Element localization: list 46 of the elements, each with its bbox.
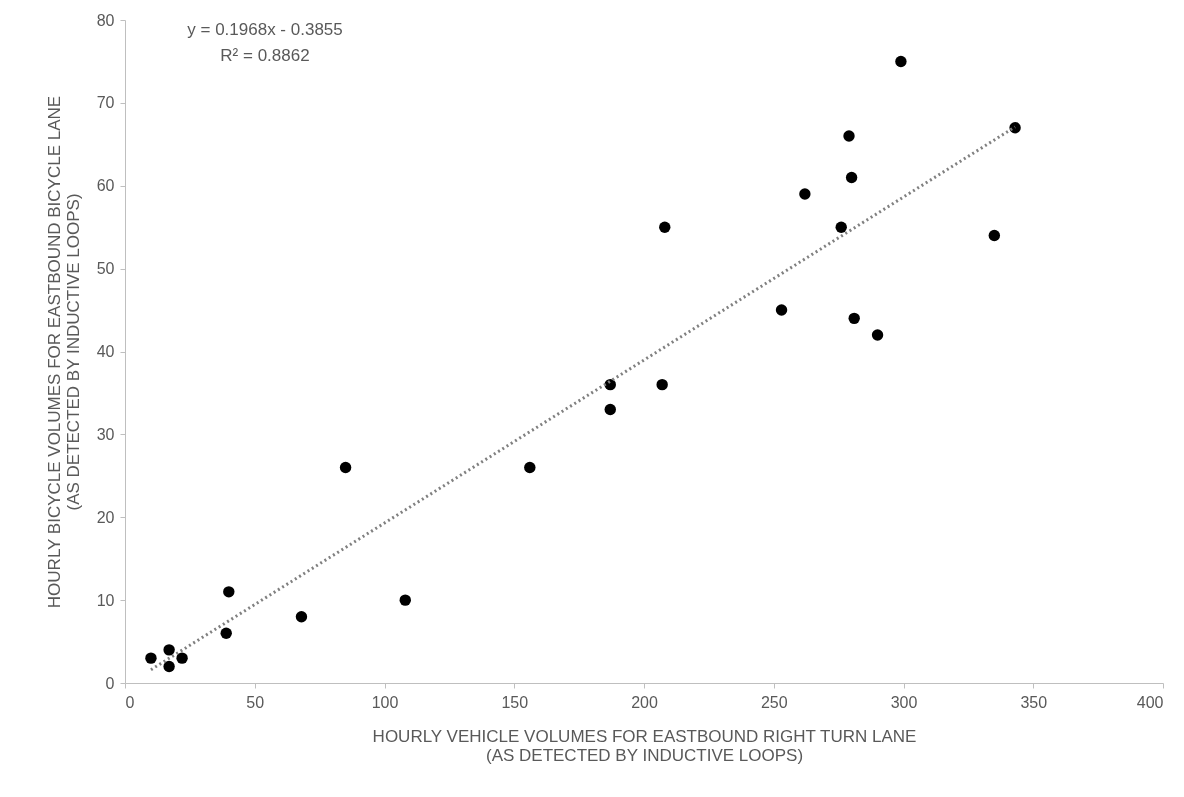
point: [845, 171, 858, 184]
point: [799, 188, 811, 200]
x-tick-label: 250: [760, 693, 788, 711]
y-tick-label: 20: [96, 508, 115, 526]
point: [163, 660, 175, 673]
point: [659, 221, 671, 233]
point: [399, 594, 411, 606]
x-tick-label: 200: [631, 693, 658, 711]
point: [1009, 122, 1021, 134]
point: [604, 378, 616, 391]
point: [223, 586, 235, 598]
point: [163, 644, 175, 656]
y-tick-label: 80: [96, 11, 115, 29]
point: [220, 627, 232, 639]
y-tick-label: 50: [96, 260, 115, 278]
y-axis-title: HOURLY BICYCLE VOLUMES FOR EASTBOUND BICYCLE LANE (AS DETECTED BY INDUCTIVE LOOPS): [44, 95, 83, 609]
x-axis-title: HOURLY VEHICLE VOLUMES FOR EASTBOUND RIGHT TURN LANE (AS DETECTED BY INDUCTIVE LOOPS): [372, 726, 917, 765]
point: [871, 329, 884, 341]
y-tick-label: 70: [96, 94, 115, 112]
point: [848, 312, 860, 325]
point: [656, 378, 668, 391]
annotation: y = 0.1968x - 0.3855: [187, 20, 343, 39]
x-tick-label: 400: [1136, 693, 1164, 711]
point: [295, 611, 308, 623]
y-tick-label: 30: [96, 425, 115, 443]
point: [895, 55, 907, 68]
point: [843, 130, 855, 142]
y-tick-label: 0: [105, 674, 115, 692]
x-tick-label: 0: [125, 693, 135, 711]
point: [176, 652, 188, 664]
x-tick-label: 50: [246, 693, 265, 711]
point: [775, 304, 788, 316]
point: [604, 403, 616, 416]
x-tick-label: 150: [501, 693, 529, 711]
point: [988, 229, 1001, 242]
x-tick-label: 350: [1020, 693, 1048, 711]
point: [339, 461, 352, 474]
point: [835, 221, 847, 233]
y-tick-label: 40: [96, 343, 115, 360]
annotation: R² = 0.8862: [220, 46, 310, 65]
x-tick-label: 300: [890, 693, 918, 711]
x-tick-label: 100: [371, 693, 399, 711]
y-tick-label: 60: [96, 177, 115, 195]
point: [524, 461, 536, 474]
point: [145, 652, 157, 664]
y-tick-label: 10: [96, 591, 115, 609]
